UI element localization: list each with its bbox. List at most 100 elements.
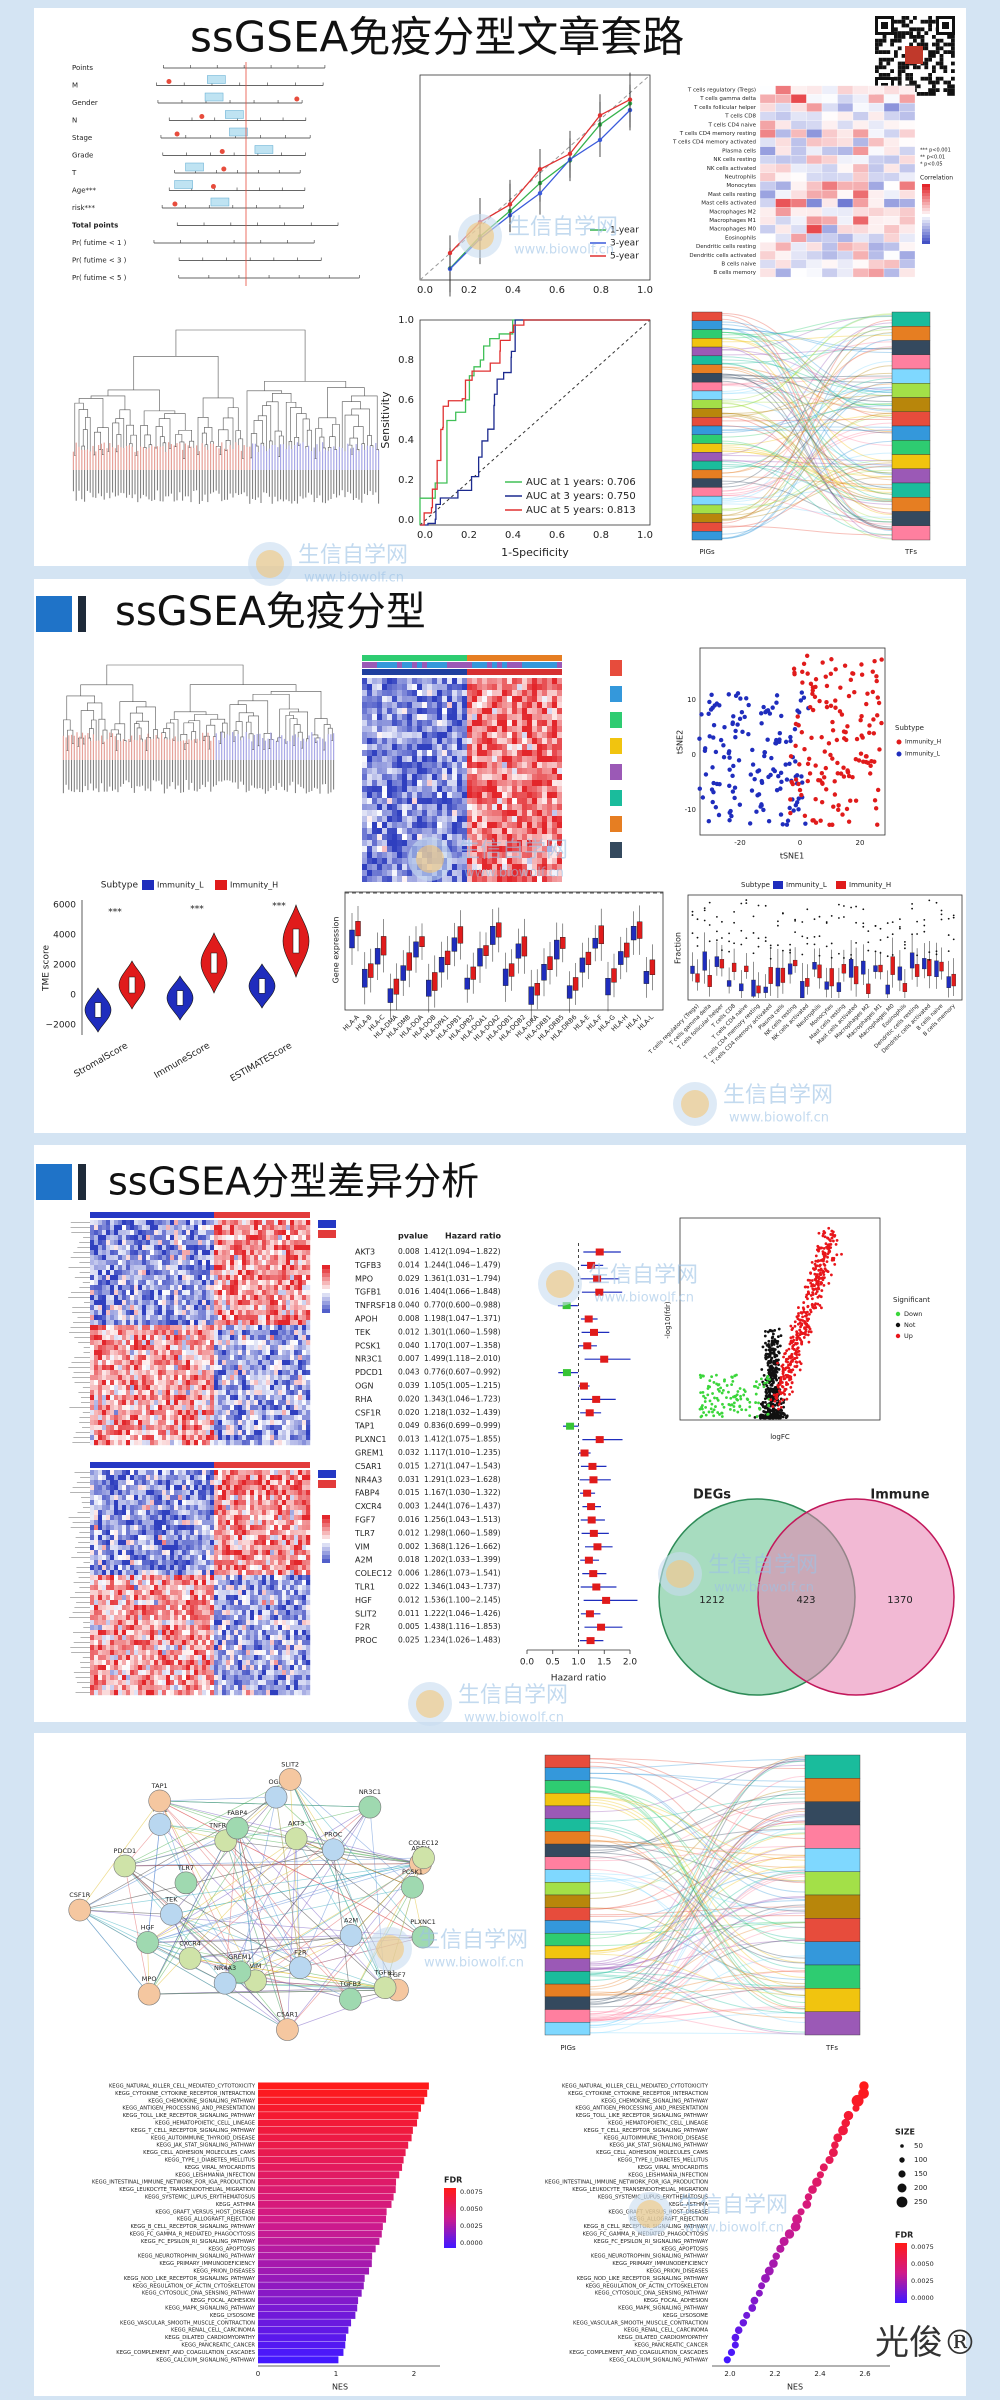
heatmap-cell [447,738,452,744]
heatmap-cell [154,1355,159,1361]
heatmap-cell [130,1290,135,1296]
heatmap-cell [158,1295,163,1301]
annotation-cell [512,669,517,675]
heatmap-cell [134,1395,139,1401]
heatmap-cell [90,1420,95,1426]
heatmap-cell [547,786,552,792]
heatmap-cell [150,1325,155,1331]
annotation-cell [372,662,377,668]
heatmap-cell [412,750,417,756]
heatmap-cell [442,822,447,828]
heatmap-cell [166,1425,171,1431]
tsne-point [832,792,838,797]
tsne-point [854,736,860,742]
tsne-point [868,771,873,776]
tsne-point [837,709,843,714]
heatmap-cell [110,1415,115,1421]
sankey-node [691,390,723,400]
heatmap-cell [387,876,392,882]
heatmap-cell [397,702,402,708]
row-label: Macrophages M2 [709,209,756,215]
heatmap-cell [537,798,542,804]
tsne-point [716,812,722,818]
heatmap-cell [447,684,452,690]
nomogram-point [221,166,227,172]
heatmap-cell [198,1290,203,1296]
annotation-cell [442,655,447,661]
tsne-point [839,712,845,717]
heatmap-cell [477,708,482,714]
annotation-cell [517,662,522,668]
heatmap-cell [422,804,427,810]
heatmap-cell [432,732,437,738]
heatmap-cell [477,780,482,786]
heatmap-cell [552,774,557,780]
qr-cell [935,50,940,54]
heatmap-cell [775,224,792,234]
outlier [777,920,779,923]
heatmap-cell [527,744,532,750]
heatmap-cell [190,1390,195,1396]
heatmap-cell [190,1405,195,1411]
sankey-link [721,331,893,411]
sankey-node [891,497,931,512]
heatmap-cell [462,816,467,822]
heatmap-cell [186,1405,191,1411]
violin-box [210,952,218,974]
legend-label: Immunity_H [849,881,891,889]
heatmap-cell [477,876,482,882]
heatmap-cell [422,768,427,774]
qr-cell [951,92,955,96]
heatmap-cell [162,1315,167,1321]
heatmap-cell [102,1425,107,1431]
x-tick-label: 0.4 [505,285,521,296]
annotation-cell [142,1212,146,1218]
sankey-link [721,372,893,418]
heatmap-cell [382,822,387,828]
heatmap-cell [467,768,472,774]
heatmap-cell [462,708,467,714]
heatmap-cell [457,846,462,852]
heatmap-cell [432,834,437,840]
heatmap-cell [98,1225,103,1231]
sankey-link [721,448,893,491]
box [731,962,737,972]
heatmap-cell [210,1375,215,1381]
tsne-point [826,741,832,746]
heatmap-cell [837,85,854,95]
heatmap-cell [122,1375,127,1381]
heatmap-cell [362,840,367,846]
qr-cell [943,65,948,70]
heatmap-cell [552,696,557,702]
heatmap-cell [118,1240,123,1246]
heatmap-cell [206,1245,211,1251]
box [643,971,650,984]
annotation-cell [174,1212,178,1218]
heatmap-cell [457,756,462,762]
heatmap-cell [492,756,497,762]
heatmap-cell [502,798,507,804]
x-tick-label: -20 [734,839,745,847]
heatmap-cell [821,259,838,269]
heatmap-cell [146,1340,151,1346]
annotation-cell [467,662,472,668]
heatmap-cell [214,1280,219,1286]
sankey-link [721,348,893,356]
heatmap-cell [174,1375,179,1381]
heatmap-cell [134,1400,139,1406]
heatmap-cell [432,804,437,810]
heatmap-cell [142,1405,147,1411]
heatmap-cell [806,250,823,260]
violin-box [176,990,184,1006]
heatmap-cell [472,702,477,708]
heatmap-cell [517,846,522,852]
heatmap-cell [462,756,467,762]
heatmap-cell [162,1435,167,1441]
heatmap-cell [442,756,447,762]
heatmap-cell [547,792,552,798]
heatmap-cell [106,1370,111,1376]
tsne-point [875,695,880,700]
dendrogram [63,664,334,760]
outlier [899,925,901,928]
outlier [721,937,723,939]
